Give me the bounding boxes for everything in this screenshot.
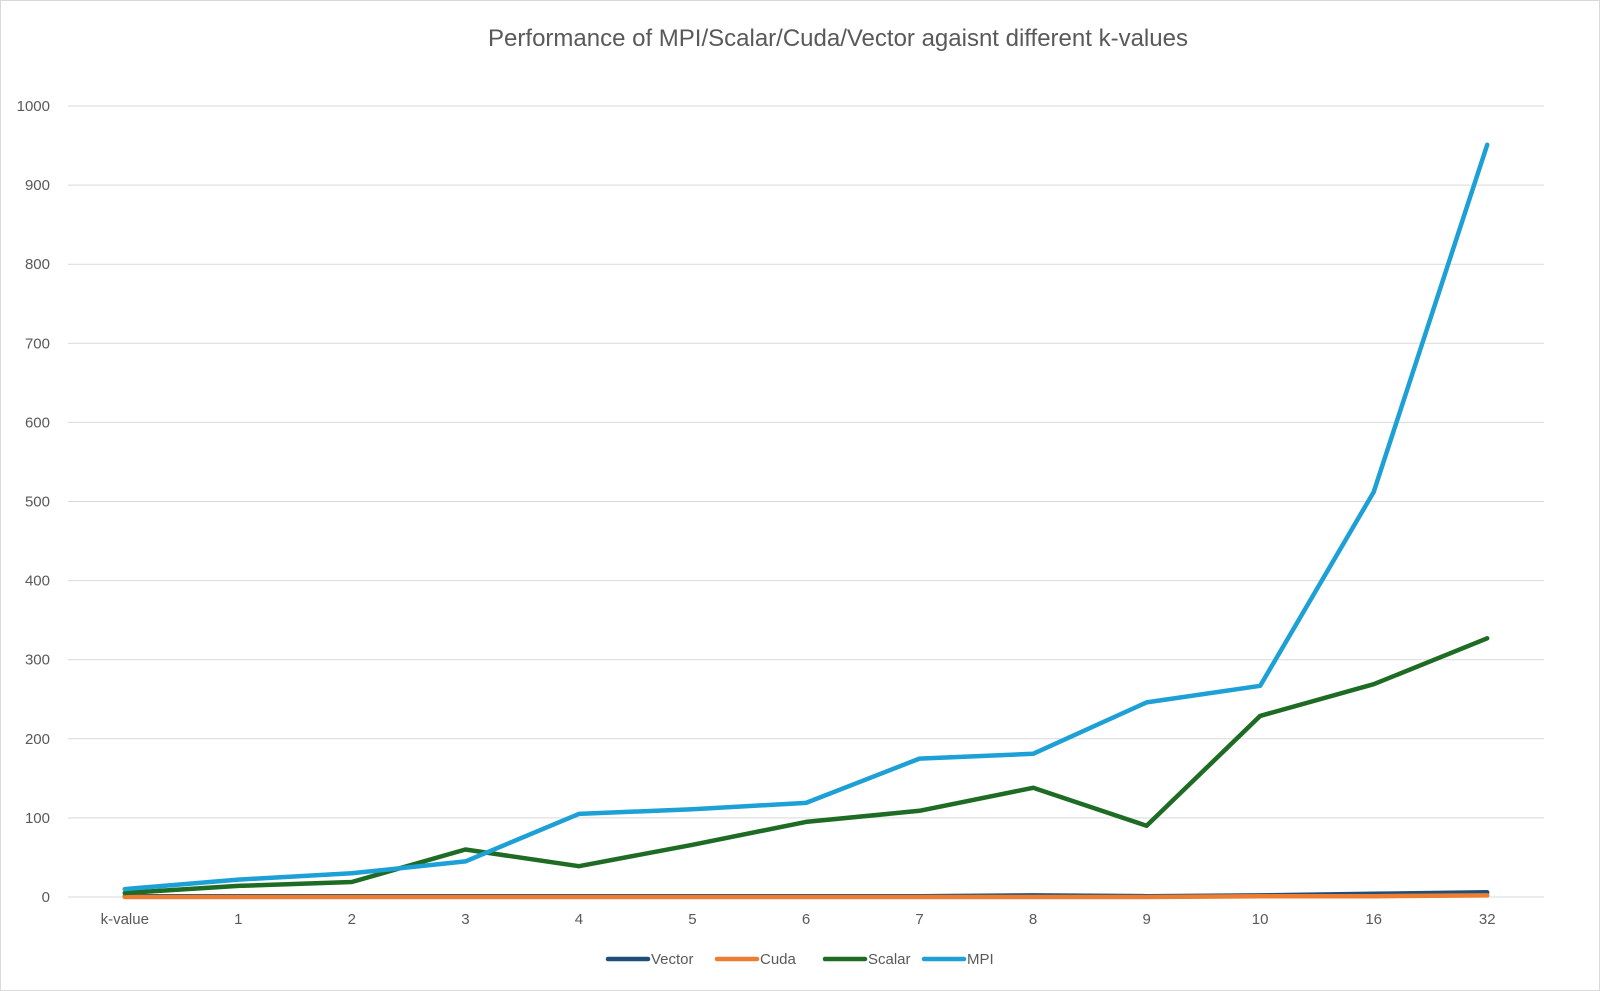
y-tick-label-1000: 1000 [17,98,50,115]
legend-label-scalar: Scalar [868,951,911,968]
y-axis-ticks: 0 100 200 300 400 500 600 700 800 900 1000 [17,98,50,906]
y-tick-label-500: 500 [25,494,50,511]
x-tick-label-4: 4 [575,911,583,928]
y-tick-label-900: 900 [25,177,50,194]
y-tick-label-700: 700 [25,335,50,352]
y-tick-label-0: 0 [42,889,50,906]
legend-label-mpi: MPI [967,951,994,968]
legend-item-vector: Vector [605,951,694,968]
x-tick-label-3: 3 [461,911,469,928]
legend-item-cuda: Cuda [714,951,797,968]
x-axis-ticks: k-value 1 2 3 4 5 6 7 8 9 10 16 32 [101,911,1496,928]
legend-label-vector: Vector [651,951,694,968]
x-tick-label-10: 10 [1252,911,1269,928]
chart-title: Performance of MPI/Scalar/Cuda/Vector ag… [488,25,1188,52]
x-tick-label-12: 32 [1479,911,1496,928]
legend-item-scalar: Scalar [822,951,911,968]
series-lines [122,142,1490,900]
y-tick-label-100: 100 [25,810,50,827]
series-line-mpi [122,142,1490,892]
y-tick-label-600: 600 [25,414,50,431]
x-tick-label-6: 6 [802,911,810,928]
series-line-scalar [122,636,1490,896]
series-line-cuda [122,893,1490,900]
y-tick-label-300: 300 [25,652,50,669]
legend-label-cuda: Cuda [760,951,797,968]
y-tick-label-400: 400 [25,573,50,590]
y-tick-label-800: 800 [25,256,50,273]
x-tick-label-5: 5 [688,911,696,928]
x-tick-label-9: 9 [1142,911,1150,928]
y-tick-label-200: 200 [25,731,50,748]
legend-item-mpi: MPI [921,951,994,968]
gridlines [68,105,1544,898]
x-tick-label-7: 7 [915,911,923,928]
x-tick-label-11: 16 [1365,911,1382,928]
x-tick-label-8: 8 [1029,911,1037,928]
x-tick-label-2: 2 [348,911,356,928]
legend: Vector Cuda Scalar MPI [605,951,994,968]
x-tick-label-0: k-value [101,911,149,928]
x-tick-label-1: 1 [234,911,242,928]
